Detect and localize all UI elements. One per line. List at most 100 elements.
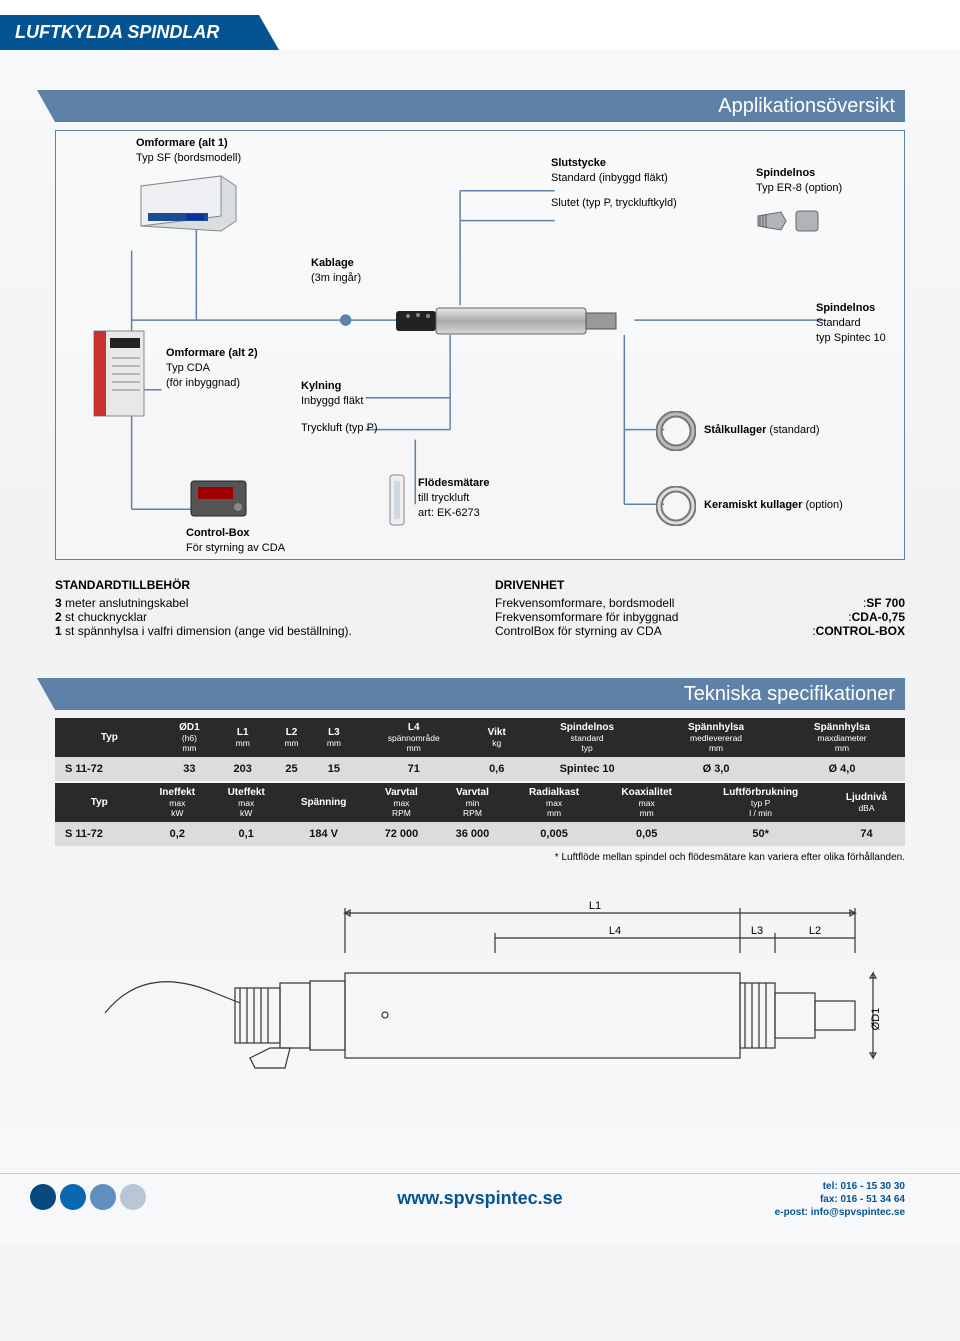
cell: 50* xyxy=(693,822,828,846)
section-title: Applikationsöversikt xyxy=(718,90,905,122)
cell: 33 xyxy=(164,757,215,781)
brand-dots xyxy=(30,1184,146,1210)
label-keram-title: Keramiskt kullager xyxy=(704,499,802,511)
page-title: LUFTKYLDA SPINDLAR xyxy=(0,15,259,50)
dim-l4: L4 xyxy=(609,925,621,937)
cell: 74 xyxy=(828,822,905,846)
dim-l3: L3 xyxy=(751,925,763,937)
col-header: L3mm xyxy=(313,718,355,757)
dim-l1: L1 xyxy=(589,900,601,912)
converter-box-icon xyxy=(136,171,241,236)
label-cbox-sub: För styrning av CDA xyxy=(186,541,285,556)
label-omf2-l2: (för inbyggnad) xyxy=(166,376,258,391)
page-footer: www.spvspintec.se tel: 016 - 15 30 30 fa… xyxy=(0,1173,960,1223)
drive-row: Frekvensomformare, bordsmodell: SF 700 xyxy=(495,596,905,610)
col-header: L1mm xyxy=(215,718,270,757)
std-acc-item: 3 meter anslutningskabel xyxy=(55,596,465,610)
label-flod-l2: art: EK-6273 xyxy=(418,506,490,521)
drive-row: ControlBox för styrning av CDA: CONTROL-… xyxy=(495,624,905,638)
cell: 203 xyxy=(215,757,270,781)
drive-title: DRIVENHET xyxy=(495,578,905,592)
col-header: Spänning xyxy=(281,783,366,822)
drive-row: Frekvensomformare för inbyggnad: CDA-0,7… xyxy=(495,610,905,624)
label-flod-l1: till tryckluft xyxy=(418,491,490,506)
col-header: Spännhylsamaxdiametermm xyxy=(779,718,905,757)
col-header: ØD1(h6)mm xyxy=(164,718,215,757)
col-header: Spännhylsamedlevereradmm xyxy=(653,718,779,757)
label-omf1-title: Omformare (alt 1) xyxy=(136,136,241,151)
label-kyl-title: Kylning xyxy=(301,379,378,394)
std-acc-item: 2 st chucknycklar xyxy=(55,610,465,624)
cell: Ø 3,0 xyxy=(653,757,779,781)
flowmeter-icon xyxy=(386,471,408,531)
label-nosopt-sub: Typ ER-8 (option) xyxy=(756,181,842,196)
col-header: Koaxialitetmaxmm xyxy=(600,783,693,822)
label-kablage-sub: (3m ingår) xyxy=(311,271,361,286)
col-header: Luftförbrukningtyp Pl / min xyxy=(693,783,828,822)
technical-drawing: L1 L4 L3 L2 ØD1 xyxy=(55,893,905,1123)
drive-module-icon xyxy=(86,326,156,421)
application-diagram: Omformare (alt 1) Typ SF (bordsmodell) S… xyxy=(55,130,905,560)
label-slut-l2: Slutet (typ P, tryckluftkyld) xyxy=(551,196,677,211)
cell: S 11-72 xyxy=(55,822,144,846)
bearing-icon xyxy=(656,411,696,451)
dim-d1: ØD1 xyxy=(870,1008,882,1031)
cell: 0,2 xyxy=(144,822,211,846)
dim-l2: L2 xyxy=(809,925,821,937)
col-header: L2mm xyxy=(270,718,312,757)
label-slut-l1: Standard (inbyggd fläkt) xyxy=(551,171,677,186)
footnote: * Luftflöde mellan spindel och flödesmät… xyxy=(55,852,905,863)
cell: Ø 4,0 xyxy=(779,757,905,781)
spec-table-2: TypIneffektmaxkWUteffektmaxkWSpänningVar… xyxy=(55,783,905,846)
label-kyl-l1: Inbyggd fläkt xyxy=(301,394,378,409)
label-cbox-title: Control-Box xyxy=(186,526,285,541)
spindle-icon xyxy=(396,301,626,341)
bearing-ceramic-icon xyxy=(656,486,696,526)
label-stal-title: Stålkullager xyxy=(704,424,766,436)
col-header: Spindelnosstandardtyp xyxy=(521,718,653,757)
label-omf2-l1: Typ CDA xyxy=(166,361,258,376)
col-header: VarvtalminRPM xyxy=(437,783,508,822)
col-header: Typ xyxy=(55,783,144,822)
footer-email: e-post: info@spvspintec.se xyxy=(775,1206,905,1219)
standard-accessories: STANDARDTILLBEHÖR 3 meter anslutningskab… xyxy=(55,578,465,638)
cell: S 11-72 xyxy=(55,757,164,781)
label-kyl-l2: Tryckluft (typ P) xyxy=(301,421,378,436)
std-acc-item: 1 st spännhylsa i valfri dimension (ange… xyxy=(55,624,465,638)
label-slut-title: Slutstycke xyxy=(551,156,677,171)
cell: 25 xyxy=(270,757,312,781)
label-omf2-title: Omformare (alt 2) xyxy=(166,346,258,361)
footer-fax: fax: 016 - 51 34 64 xyxy=(775,1193,905,1206)
cell: 0,1 xyxy=(211,822,281,846)
section-header-specs: Tekniska specifikationer xyxy=(0,678,960,710)
section2-title: Tekniska specifikationer xyxy=(684,678,905,710)
cell: Spintec 10 xyxy=(521,757,653,781)
label-omf1-sub: Typ SF (bordsmodell) xyxy=(136,151,241,166)
col-header: Viktkg xyxy=(472,718,521,757)
cell: 72 000 xyxy=(366,822,437,846)
std-acc-title: STANDARDTILLBEHÖR xyxy=(55,578,465,592)
col-header: Typ xyxy=(55,718,164,757)
col-header: Radialkastmaxmm xyxy=(508,783,600,822)
col-header: LjudnivådBA xyxy=(828,783,905,822)
label-stal-sub: (standard) xyxy=(769,424,819,436)
cell: 0,6 xyxy=(472,757,521,781)
label-nosstd-title: Spindelnos xyxy=(816,301,886,316)
col-header: VarvtalmaxRPM xyxy=(366,783,437,822)
col-header: UteffektmaxkW xyxy=(211,783,281,822)
cell: 15 xyxy=(313,757,355,781)
label-nosstd-l2: typ Spintec 10 xyxy=(816,331,886,346)
col-header: IneffektmaxkW xyxy=(144,783,211,822)
col-header: L4spännområdemm xyxy=(355,718,472,757)
label-nosopt-title: Spindelnos xyxy=(756,166,842,181)
footer-tel: tel: 016 - 15 30 30 xyxy=(775,1180,905,1193)
cell: 0,05 xyxy=(600,822,693,846)
label-flod-title: Flödesmätare xyxy=(418,476,490,491)
control-box-icon xyxy=(186,471,256,521)
cell: 184 V xyxy=(281,822,366,846)
spec-table-1: TypØD1(h6)mmL1mmL2mmL3mmL4spännområdemmV… xyxy=(55,718,905,781)
cell: 71 xyxy=(355,757,472,781)
cell: 36 000 xyxy=(437,822,508,846)
label-nosstd-l1: Standard xyxy=(816,316,886,331)
drive-unit: DRIVENHET Frekvensomformare, bordsmodell… xyxy=(495,578,905,638)
